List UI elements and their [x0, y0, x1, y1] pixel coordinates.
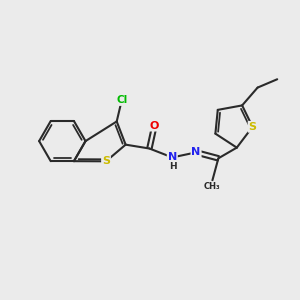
Text: S: S — [248, 122, 256, 132]
Text: S: S — [102, 156, 110, 166]
Text: CH₃: CH₃ — [204, 182, 221, 191]
Text: H: H — [169, 162, 177, 171]
Text: N: N — [168, 152, 177, 162]
Text: Cl: Cl — [116, 95, 128, 105]
Text: O: O — [150, 121, 159, 130]
Text: N: N — [191, 147, 201, 158]
